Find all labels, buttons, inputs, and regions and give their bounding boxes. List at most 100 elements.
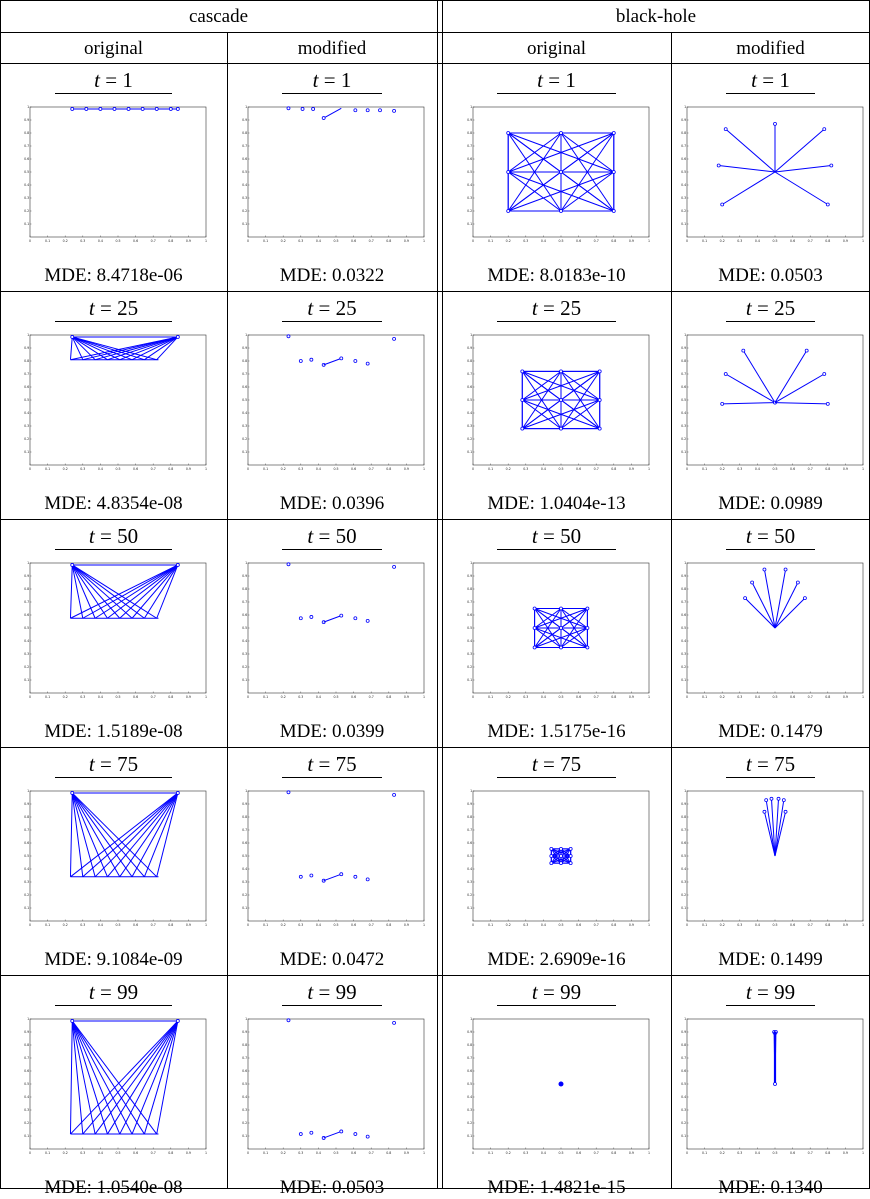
y-tick-label: 0.1 bbox=[24, 906, 29, 910]
x-tick-label: 0.5 bbox=[115, 695, 120, 699]
x-tick-label: 0.4 bbox=[541, 923, 546, 927]
x-tick-label: 0 bbox=[29, 467, 31, 471]
graph-edge bbox=[70, 792, 179, 878]
x-tick-label: 0.8 bbox=[611, 239, 616, 243]
y-tick-label: 0.9 bbox=[24, 118, 29, 122]
graph-node bbox=[339, 872, 344, 877]
x-tick-label: 0.8 bbox=[825, 923, 830, 927]
x-tick-label: 0.4 bbox=[541, 1151, 546, 1155]
graph-edge bbox=[763, 811, 776, 857]
y-tick-label: 1 bbox=[245, 789, 247, 793]
time-value: = 99 bbox=[94, 980, 139, 1004]
graph-node bbox=[309, 873, 314, 878]
graph-node bbox=[611, 209, 616, 213]
plot-frame bbox=[247, 1018, 425, 1150]
graph-edge bbox=[71, 792, 96, 877]
x-tick-label: 0.9 bbox=[843, 695, 848, 699]
mde-value: MDE: 4.8354e-08 bbox=[44, 493, 183, 514]
mde-value: MDE: 2.6909e-16 bbox=[487, 949, 626, 970]
x-tick-label: 0.1 bbox=[263, 239, 268, 243]
x-tick-label: 0.4 bbox=[98, 923, 103, 927]
y-tick-label: 0.9 bbox=[467, 574, 472, 578]
plot-frame bbox=[247, 562, 425, 694]
graph-edge bbox=[718, 165, 776, 173]
x-tick-label: 0.6 bbox=[790, 239, 795, 243]
y-tick-label: 0.2 bbox=[681, 437, 686, 441]
y-tick-label: 0.2 bbox=[681, 1121, 686, 1125]
graph-edge bbox=[560, 848, 572, 864]
time-label-rule bbox=[282, 777, 382, 778]
time-label-rule bbox=[55, 549, 172, 550]
time-label-rule bbox=[55, 1005, 172, 1006]
graph-node bbox=[750, 580, 755, 585]
x-tick-label: 0.3 bbox=[523, 695, 528, 699]
graph-node bbox=[559, 131, 563, 135]
x-tick-label: 0.7 bbox=[594, 467, 599, 471]
plot-cascade-original-t75: 0 0.1 0.2 0.3 0.4 0.5 0.6 0.7 0.8 0.9 1 0.1 0.2 0.3 0.… bbox=[24, 789, 207, 927]
y-tick-label: 0.6 bbox=[681, 157, 686, 161]
y-tick-label: 0.3 bbox=[242, 196, 247, 200]
x-tick-label: 0.3 bbox=[737, 695, 742, 699]
group-header-cascade: cascade bbox=[188, 6, 249, 27]
x-tick-label: 0.2 bbox=[281, 467, 286, 471]
graph-edge bbox=[71, 564, 96, 619]
time-label: t = 1 bbox=[442, 68, 671, 92]
x-tick-label: 1 bbox=[862, 467, 864, 471]
time-variable: t bbox=[531, 524, 538, 548]
plot-black-hole-modified-t1: 0 0.1 0.2 0.3 0.4 0.5 0.6 0.7 0.8 0.9 1 0.1 0.2 0.3 0.… bbox=[681, 105, 864, 243]
x-tick-label: 1 bbox=[205, 1151, 207, 1155]
group-header-black-hole: black-hole bbox=[615, 6, 697, 27]
x-tick-label: 0.1 bbox=[488, 923, 493, 927]
time-value: = 1 bbox=[318, 68, 352, 92]
graph-node bbox=[781, 798, 786, 802]
x-tick-label: 0.8 bbox=[168, 467, 173, 471]
y-tick-label: 1 bbox=[470, 561, 472, 565]
mde-value: MDE: 0.1340 bbox=[718, 1177, 823, 1198]
graph-edge bbox=[71, 564, 84, 619]
y-tick-label: 0.2 bbox=[24, 1121, 29, 1125]
y-tick-label: 0.7 bbox=[681, 828, 686, 832]
mde-value: MDE: 0.1499 bbox=[718, 949, 823, 970]
x-tick-label: 0.6 bbox=[576, 467, 581, 471]
mde-value: MDE: 0.0503 bbox=[279, 1177, 385, 1198]
y-tick-label: 0.5 bbox=[24, 626, 29, 630]
x-tick-label: 0.1 bbox=[488, 695, 493, 699]
y-tick-label: 1 bbox=[245, 1017, 247, 1021]
y-tick-label: 0.6 bbox=[681, 841, 686, 845]
x-tick-label: 0.8 bbox=[611, 695, 616, 699]
graph-node bbox=[520, 369, 525, 374]
x-tick-label: 1 bbox=[205, 695, 207, 699]
x-tick-label: 1 bbox=[423, 695, 425, 699]
y-tick-label: 0.2 bbox=[681, 893, 686, 897]
graph-node bbox=[822, 127, 827, 132]
graph-edge bbox=[71, 1020, 145, 1135]
y-tick-label: 0.1 bbox=[681, 1134, 686, 1138]
y-tick-label: 0.6 bbox=[24, 613, 29, 617]
y-tick-label: 0.8 bbox=[24, 131, 29, 135]
graph-node bbox=[611, 131, 616, 135]
graph-edge bbox=[107, 336, 178, 361]
graph-edge bbox=[131, 1020, 179, 1135]
y-tick-label: 0.6 bbox=[681, 1069, 686, 1073]
y-tick-label: 0.5 bbox=[24, 170, 29, 174]
y-tick-label: 0.1 bbox=[242, 678, 247, 682]
table-rule bbox=[0, 32, 870, 33]
plot-black-hole-modified-t99: 0 0.1 0.2 0.3 0.4 0.5 0.6 0.7 0.8 0.9 1 0.1 0.2 0.3 0.… bbox=[681, 1017, 864, 1155]
graph-node bbox=[286, 562, 291, 567]
mde-value: MDE: 1.5175e-16 bbox=[487, 721, 626, 742]
graph-edge bbox=[131, 792, 179, 878]
graph-node bbox=[70, 791, 75, 795]
x-tick-label: 0.7 bbox=[808, 923, 813, 927]
x-tick-label: 0.1 bbox=[702, 695, 707, 699]
graph-node bbox=[825, 202, 830, 207]
graph-edge bbox=[71, 1020, 158, 1135]
graph-edge bbox=[119, 564, 179, 619]
graph-node bbox=[286, 1018, 291, 1023]
y-tick-label: 0.8 bbox=[681, 815, 686, 819]
graph-node bbox=[723, 372, 728, 376]
y-tick-label: 1 bbox=[470, 789, 472, 793]
graph-node bbox=[353, 108, 358, 113]
x-tick-label: 0 bbox=[686, 467, 688, 471]
graph-edge bbox=[507, 171, 562, 212]
graph-node bbox=[549, 854, 554, 858]
